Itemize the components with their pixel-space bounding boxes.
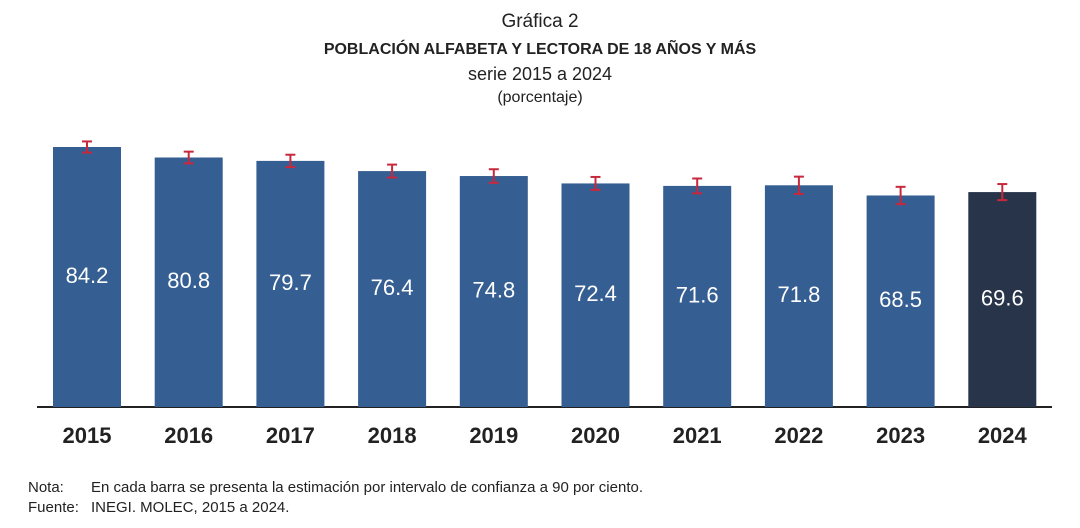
x-tick-label: 2017 xyxy=(266,423,315,448)
source-text: INEGI. MOLEC, 2015 a 2024. xyxy=(91,499,289,516)
error-bar xyxy=(590,175,601,191)
x-tick-label: 2024 xyxy=(978,423,1028,448)
value-label: 74.8 xyxy=(472,277,515,302)
bar xyxy=(866,195,935,407)
x-tick-label: 2019 xyxy=(469,423,518,448)
error-bar xyxy=(488,168,499,184)
value-label: 80.8 xyxy=(167,268,210,293)
note-text: En cada barra se presenta la estimación … xyxy=(91,479,643,496)
bar xyxy=(764,185,833,407)
series-label: serie 2015 a 2024 xyxy=(468,64,612,84)
x-tick-label: 2016 xyxy=(164,423,213,448)
bar xyxy=(561,183,630,407)
unit-label: (porcentaje) xyxy=(497,89,582,106)
x-tick-label: 2018 xyxy=(368,423,417,448)
x-tick-label: 2015 xyxy=(63,423,112,448)
bar xyxy=(154,157,223,407)
value-label: 68.5 xyxy=(879,287,922,312)
error-bar xyxy=(793,175,804,195)
bar xyxy=(968,192,1037,407)
bar xyxy=(53,147,121,407)
error-bar xyxy=(387,163,398,179)
note-label: Nota: xyxy=(28,479,64,496)
x-tick-label: 2020 xyxy=(571,423,620,448)
chart-subtitle: POBLACIÓN ALFABETA Y LECTORA DE 18 AÑOS … xyxy=(324,38,757,58)
chart-title: Gráfica 2 xyxy=(501,11,578,32)
value-label: 69.6 xyxy=(981,285,1024,310)
bar xyxy=(459,176,528,407)
error-bar xyxy=(692,177,703,195)
value-label: 72.4 xyxy=(574,281,617,306)
bar xyxy=(256,160,325,407)
value-label: 84.2 xyxy=(66,263,109,288)
value-label: 71.6 xyxy=(676,282,719,307)
source-label: Fuente: xyxy=(28,499,79,516)
error-bar xyxy=(82,140,92,154)
x-tick-label: 2022 xyxy=(774,423,823,448)
x-tick-label: 2023 xyxy=(876,423,925,448)
error-bar xyxy=(895,185,906,206)
value-label: 79.7 xyxy=(269,270,312,295)
value-label: 76.4 xyxy=(371,275,414,300)
bar xyxy=(358,171,427,407)
error-bar xyxy=(997,183,1008,202)
value-label: 71.8 xyxy=(777,282,820,307)
bar xyxy=(663,185,732,407)
error-bar xyxy=(285,153,296,169)
error-bar xyxy=(183,150,194,165)
x-tick-label: 2021 xyxy=(673,423,722,448)
